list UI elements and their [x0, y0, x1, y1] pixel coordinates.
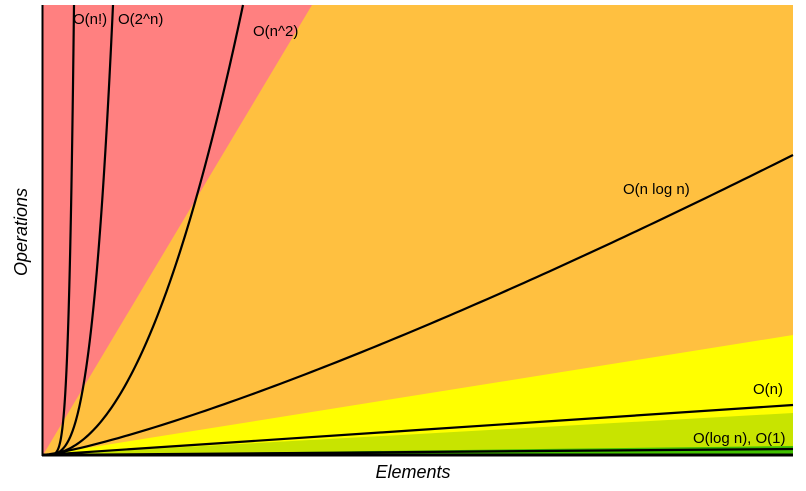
y-axis-title: Operations [11, 188, 31, 276]
label-quadratic: O(n^2) [253, 23, 298, 40]
label-exponential: O(2^n) [118, 11, 163, 28]
curve-quadratic [42, 4, 245, 457]
curve-n-log-n [42, 154, 794, 457]
curve-linear [42, 403, 794, 457]
label-factorial: O(n!) [73, 11, 107, 28]
label-n-log-n: O(n log n) [623, 181, 690, 198]
region-bad [43, 5, 793, 455]
region-good [43, 413, 793, 455]
x-axis-title: Elements [375, 462, 450, 482]
curve-labels: O(n!) O(2^n) O(n^2) O(n log n) O(n) O(lo… [73, 11, 786, 447]
label-linear: O(n) [753, 381, 783, 398]
label-log-constant: O(log n), O(1) [693, 430, 786, 447]
axes [41, 5, 793, 457]
background-regions [43, 5, 793, 455]
